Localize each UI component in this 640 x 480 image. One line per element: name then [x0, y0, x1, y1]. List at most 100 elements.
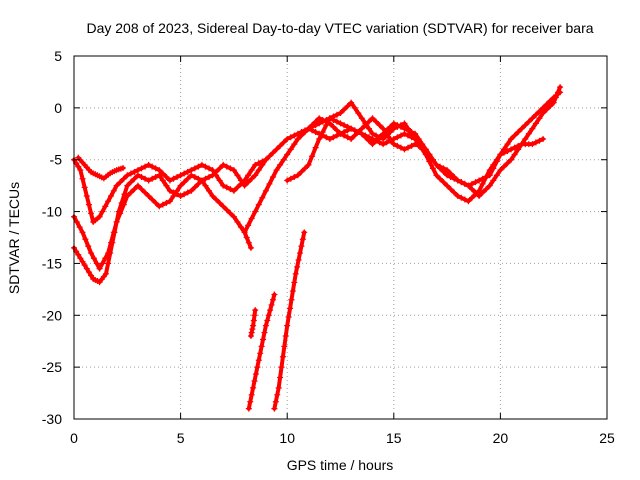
data-point [292, 270, 299, 277]
data-point [254, 364, 261, 371]
data-point [113, 218, 120, 225]
data-point [291, 141, 298, 148]
data-point [476, 193, 483, 200]
data-point [73, 218, 80, 225]
data-point [269, 174, 276, 180]
data-point [323, 118, 330, 125]
data-point [250, 384, 257, 391]
data-point [394, 142, 401, 149]
data-point [355, 129, 362, 136]
data-point [83, 265, 90, 272]
data-point [536, 108, 543, 115]
data-point [337, 120, 344, 127]
data-point [472, 179, 479, 186]
data-point [351, 127, 358, 134]
data-point [301, 165, 308, 172]
data-point [177, 172, 184, 179]
data-point [373, 137, 380, 144]
data-point [245, 179, 252, 186]
data-point [333, 132, 340, 139]
data-point [282, 333, 289, 340]
data-point [163, 174, 170, 180]
series-line [72, 173, 253, 271]
data-point [387, 123, 394, 130]
data-point [251, 377, 258, 384]
data-point [532, 120, 539, 127]
data-point [451, 175, 458, 182]
data-point [436, 165, 443, 172]
data-point [250, 322, 257, 329]
data-point [188, 187, 195, 194]
data-point [238, 180, 245, 187]
data-point [149, 175, 156, 182]
data-point [81, 262, 88, 269]
data-point [195, 180, 202, 187]
data-point [198, 161, 205, 168]
data-point [373, 118, 380, 125]
data-point [387, 135, 394, 142]
data-point [250, 317, 257, 324]
data-point [476, 187, 483, 194]
data-point [163, 182, 170, 189]
data-point [81, 184, 88, 191]
data-point [156, 203, 163, 210]
data-point [96, 213, 103, 220]
data-point [267, 307, 274, 314]
data-point [188, 172, 195, 179]
data-point [415, 135, 422, 142]
data-point [195, 175, 202, 182]
data-point [394, 122, 401, 129]
series-line [285, 85, 563, 199]
data-point [261, 329, 268, 336]
data-point [557, 89, 564, 96]
data-point [191, 165, 198, 172]
data-point [547, 97, 554, 104]
data-point [184, 168, 191, 175]
data-point [230, 213, 237, 220]
x-tick-label: 15 [386, 430, 402, 446]
data-point [181, 179, 188, 186]
data-point [296, 250, 303, 257]
data-point [291, 132, 298, 139]
y-axis-label: SDTVAR / TECUs [6, 182, 22, 294]
data-point [433, 161, 440, 168]
data-point [255, 160, 262, 167]
x-tick-label: 20 [493, 430, 509, 446]
data-point [142, 189, 149, 196]
data-point [504, 141, 511, 148]
data-point [299, 236, 306, 243]
data-point [124, 172, 131, 179]
data-point [209, 193, 216, 200]
data-point [390, 125, 397, 132]
data-point [184, 175, 191, 182]
data-point [490, 165, 497, 172]
data-point [529, 141, 536, 148]
data-point [152, 165, 159, 172]
data-point [536, 137, 543, 144]
data-point [401, 120, 408, 127]
data-point [461, 180, 468, 187]
data-point [557, 84, 564, 91]
data-point [238, 224, 245, 231]
data-point [166, 198, 173, 205]
data-point [394, 134, 401, 141]
data-point [284, 135, 291, 142]
data-point [127, 189, 134, 196]
data-point [120, 175, 127, 182]
data-point [468, 186, 475, 193]
data-point [454, 177, 461, 184]
data-point [468, 194, 475, 201]
data-point [369, 115, 376, 122]
data-point [241, 182, 248, 189]
data-point [344, 134, 351, 141]
data-point [405, 132, 412, 139]
data-point [145, 161, 152, 168]
data-point [284, 322, 291, 329]
data-point [271, 405, 278, 412]
data-point [333, 118, 340, 125]
data-point [547, 103, 554, 110]
data-point [433, 172, 440, 179]
data-point [247, 398, 254, 405]
data-point [444, 172, 451, 179]
data-point [348, 99, 355, 106]
